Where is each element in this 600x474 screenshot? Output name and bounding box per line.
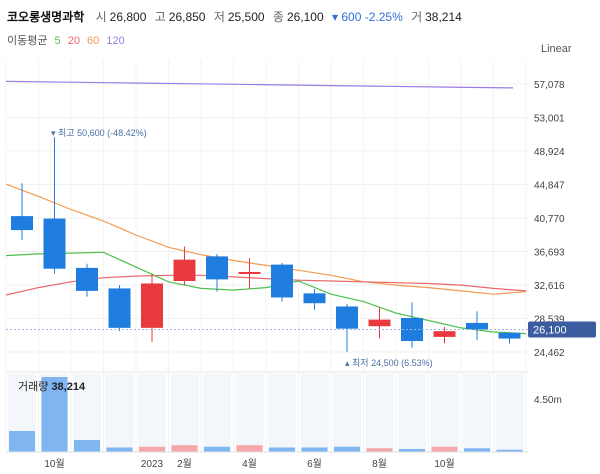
y-tick-label: 57,078 <box>534 80 565 91</box>
candle-body <box>271 264 293 298</box>
volume-column-bg <box>105 374 134 452</box>
volume-column-bg <box>430 374 459 452</box>
volume-panel-value: 38,214 <box>51 381 86 393</box>
candle-body <box>43 218 66 269</box>
open-label: 시 <box>95 10 107 24</box>
x-tick-label: 2월 <box>177 458 192 470</box>
volume-panel-label: 거래량 38,214 <box>18 378 85 394</box>
candle-body <box>11 216 33 231</box>
open-value: 26,800 <box>109 10 147 24</box>
low-annotation: ▴ 최저 24,500 (6.53%) <box>345 358 433 368</box>
volume-column-bg <box>203 374 231 452</box>
ma120-line <box>5 80 514 89</box>
volume-bar <box>171 445 198 452</box>
high-label: 고 <box>154 10 166 24</box>
volume-column-bg <box>300 374 329 452</box>
candle-body <box>368 319 391 327</box>
candle-body <box>466 322 488 330</box>
ma60-line <box>5 183 527 295</box>
price-summary: 코오롱생명과학 시 26,800 고 26,850 저 25,500 종 26,100 … <box>7 8 597 24</box>
candle-body <box>206 256 228 280</box>
ma5-legend[interactable]: 5 <box>54 35 61 47</box>
current-price-label: 26,100 <box>533 325 567 337</box>
volume-tick-label: 4.50m <box>534 395 562 406</box>
candle-body <box>173 259 196 282</box>
high-annotation: ▾ 최고 50,600 (-48.42%) <box>51 128 147 138</box>
y-tick-label: 40,770 <box>534 214 565 225</box>
volume-label: 거 <box>411 10 423 24</box>
volume-bar <box>139 446 165 452</box>
volume-column-bg <box>235 374 264 452</box>
low-label: 저 <box>213 10 225 24</box>
volume-panel-title: 거래량 <box>18 381 49 393</box>
volume-bar <box>41 377 68 452</box>
low-value: 25,500 <box>227 10 265 24</box>
volume-column-bg <box>463 374 491 452</box>
volume-bar <box>9 431 35 452</box>
moving-average-legend: 이동평균 5 20 60 120 <box>7 32 129 48</box>
change-value: ▾ 600 -2.25% <box>332 10 403 24</box>
volume-column-bg <box>73 374 101 452</box>
scale-mode-toggle[interactable]: Linear <box>541 43 572 55</box>
candle-body <box>433 331 456 337</box>
volume-bar <box>106 447 133 452</box>
candle-body <box>303 293 326 304</box>
volume-bar <box>269 447 295 452</box>
x-tick-label: 4월 <box>242 458 257 470</box>
y-tick-label: 36,693 <box>534 248 565 259</box>
volume-value: 38,214 <box>425 10 462 24</box>
volume-column-bg <box>398 374 426 452</box>
volume-column-bg <box>365 374 394 452</box>
volume-bar <box>334 446 360 452</box>
volume-bar <box>301 447 328 452</box>
candle-body <box>238 271 261 274</box>
high-value: 26,850 <box>168 10 206 24</box>
volume-bar <box>431 446 458 452</box>
volume-column-bg <box>170 374 199 452</box>
stock-name: 코오롱생명과학 <box>7 10 85 24</box>
y-tick-label: 44,847 <box>534 181 565 192</box>
y-tick-label: 24,462 <box>534 348 565 359</box>
y-tick-label: 32,616 <box>534 281 565 292</box>
ma5-line <box>5 251 527 335</box>
candle-body <box>76 267 98 291</box>
x-tick-label: 6월 <box>307 458 322 470</box>
volume-bar <box>366 448 393 452</box>
ma120-legend[interactable]: 120 <box>106 35 125 47</box>
volume-column-bg <box>268 374 296 452</box>
volume-bar <box>464 448 490 452</box>
y-tick-label: 53,001 <box>534 114 565 125</box>
ma20-legend[interactable]: 20 <box>67 35 80 47</box>
volume-bar <box>74 440 100 452</box>
volume-bar <box>399 449 425 452</box>
x-tick-label: 10월 <box>44 458 64 470</box>
candle-body <box>498 332 521 339</box>
candle-body <box>108 288 131 328</box>
x-tick-label: 8월 <box>372 458 387 470</box>
volume-bar <box>236 445 263 452</box>
y-tick-label: 48,924 <box>534 147 565 158</box>
close-label: 종 <box>272 10 284 24</box>
close-value: 26,100 <box>286 10 324 24</box>
volume-column-bg <box>138 374 166 452</box>
ma60-legend[interactable]: 60 <box>87 35 100 47</box>
volume-bar <box>204 446 230 452</box>
volume-bar <box>496 449 523 452</box>
candle-body <box>141 283 163 328</box>
moving-average-label: 이동평균 <box>7 35 48 47</box>
y-tick-label: 28,539 <box>534 315 565 326</box>
current-price-badge <box>528 321 596 338</box>
candle-body <box>336 306 358 329</box>
volume-column-bg <box>333 374 361 452</box>
x-tick-label: 10월 <box>434 458 454 470</box>
x-tick-label: 2023 <box>141 459 164 470</box>
volume-column-bg <box>495 374 524 452</box>
